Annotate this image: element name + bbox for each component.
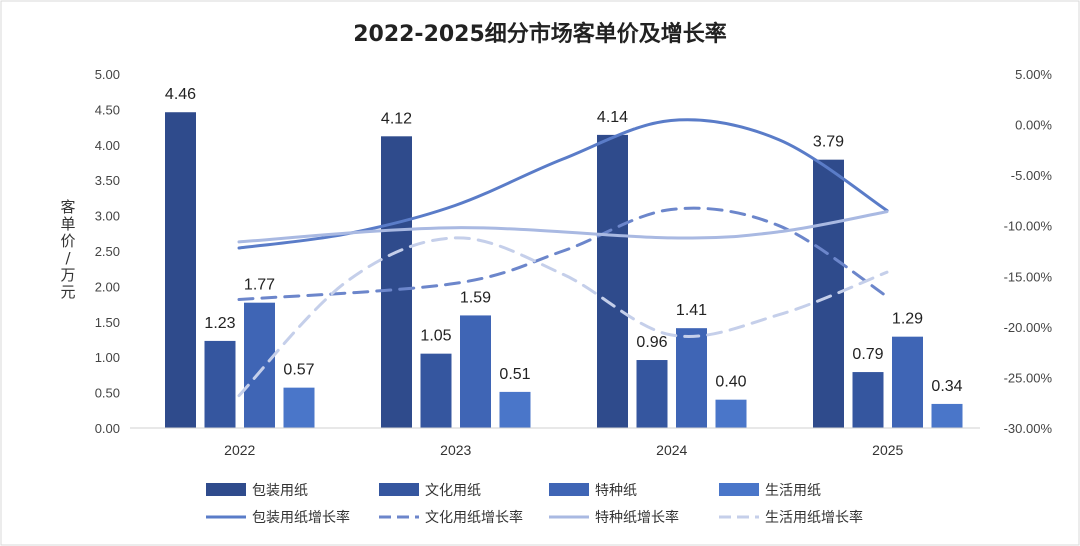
legend-label: 生活用纸增长率 [765, 509, 863, 526]
bar [244, 302, 275, 428]
y-tick-label: 0.00 [95, 421, 120, 436]
y2-tick-label: -5.00% [1011, 168, 1053, 183]
y-axis-label-char: 万 [60, 266, 75, 284]
x-tick-label: 2023 [440, 442, 471, 458]
bar [165, 112, 196, 429]
y-tick-label: 1.00 [95, 350, 120, 365]
chart-title: 2022-2025细分市场客单价及增长率 [353, 21, 727, 47]
legend-label: 生活用纸 [765, 483, 821, 499]
y-axis-label-char: 客 [60, 198, 75, 216]
legend-label: 包装用纸增长率 [252, 509, 350, 526]
y-axis-label: 客单价/万元 [60, 198, 75, 301]
x-tick-label: 2025 [872, 442, 903, 458]
x-axis-categories: 2022 2023 2024 2025 [224, 442, 903, 458]
bar-data-label: 0.79 [852, 346, 883, 363]
bar-data-label: 4.12 [381, 110, 412, 127]
y2-tick-label: 0.00% [1015, 118, 1052, 133]
bar [676, 328, 707, 428]
legend-swatch [719, 483, 759, 496]
bar-marks [165, 112, 963, 429]
bar-data-label: 0.57 [283, 362, 314, 379]
y-tick-label: 3.50 [95, 173, 120, 188]
y2-tick-label: -30.00% [1004, 421, 1053, 436]
legend-swatch [379, 483, 419, 496]
bar [892, 336, 923, 428]
y2-tick-label: -25.00% [1004, 370, 1053, 385]
y2-tick-label: -20.00% [1004, 320, 1053, 335]
bar [204, 340, 236, 428]
growth-line [237, 236, 889, 398]
bar-data-label: 1.77 [244, 277, 275, 294]
y-axis-label-char: / [65, 249, 71, 267]
bar [931, 403, 963, 428]
growth-line [237, 210, 889, 244]
y-tick-label: 2.50 [95, 244, 120, 259]
bar [636, 360, 668, 428]
bar-data-labels: 4.46 1.23 1.77 0.57 4.12 1.05 1.59 0.51 4.14 0.96… [165, 86, 963, 395]
y2-tick-label: 5.00% [1015, 67, 1052, 82]
y-tick-label: 2.00 [95, 279, 120, 294]
bar [381, 136, 412, 428]
y2-tick-label: -15.00% [1004, 269, 1053, 284]
bar-data-label: 0.40 [715, 374, 746, 391]
legend-label: 特种纸 [595, 483, 637, 499]
bar-data-label: 1.05 [420, 328, 451, 345]
y2-axis-ticks: 5.00% 0.00% -5.00% -10.00% -15.00% -20.00% -25… [1004, 67, 1053, 436]
bar [499, 391, 531, 428]
bar-data-label: 1.29 [892, 311, 923, 328]
bar [283, 387, 315, 428]
y-tick-label: 4.50 [95, 102, 120, 117]
bar [460, 315, 491, 428]
legend-label: 文化用纸 [425, 483, 481, 499]
bar-data-label: 4.46 [165, 86, 196, 103]
legend-label: 包装用纸 [252, 483, 308, 499]
legend-label: 特种纸增长率 [595, 509, 679, 526]
y2-tick-label: -10.00% [1004, 219, 1053, 234]
bar-data-label: 3.79 [813, 134, 844, 151]
bar [597, 134, 628, 428]
y-tick-label: 4.00 [95, 138, 120, 153]
x-tick-label: 2024 [656, 442, 687, 458]
y-axis-label-char: 单 [60, 215, 75, 233]
bar [420, 353, 452, 428]
y-axis-label-char: 价 [60, 232, 75, 250]
legend-label: 文化用纸增长率 [425, 509, 523, 526]
bar-data-label: 0.96 [636, 334, 667, 351]
bar [715, 399, 747, 428]
x-tick-label: 2022 [224, 442, 255, 458]
bar [852, 372, 884, 428]
growth-lines [237, 118, 889, 398]
bar-data-label: 0.34 [931, 378, 962, 395]
legend-swatch [206, 483, 246, 496]
y-axis-ticks: 5.00 4.50 4.00 3.50 3.00 2.50 2.00 1.50 1.00 0.50… [95, 67, 120, 436]
bar-data-label: 4.14 [597, 109, 628, 126]
y-tick-label: 3.00 [95, 209, 120, 224]
bar-data-label: 1.23 [204, 315, 235, 332]
y-tick-label: 1.50 [95, 315, 120, 330]
y-tick-label: 5.00 [95, 67, 120, 82]
y-axis-label-char: 元 [60, 283, 75, 301]
bar-data-label: 0.51 [499, 366, 530, 383]
legend-swatch [549, 483, 589, 496]
bar-data-label: 1.59 [460, 289, 491, 306]
bar-data-label: 1.41 [676, 302, 707, 319]
y-tick-label: 0.50 [95, 386, 120, 401]
